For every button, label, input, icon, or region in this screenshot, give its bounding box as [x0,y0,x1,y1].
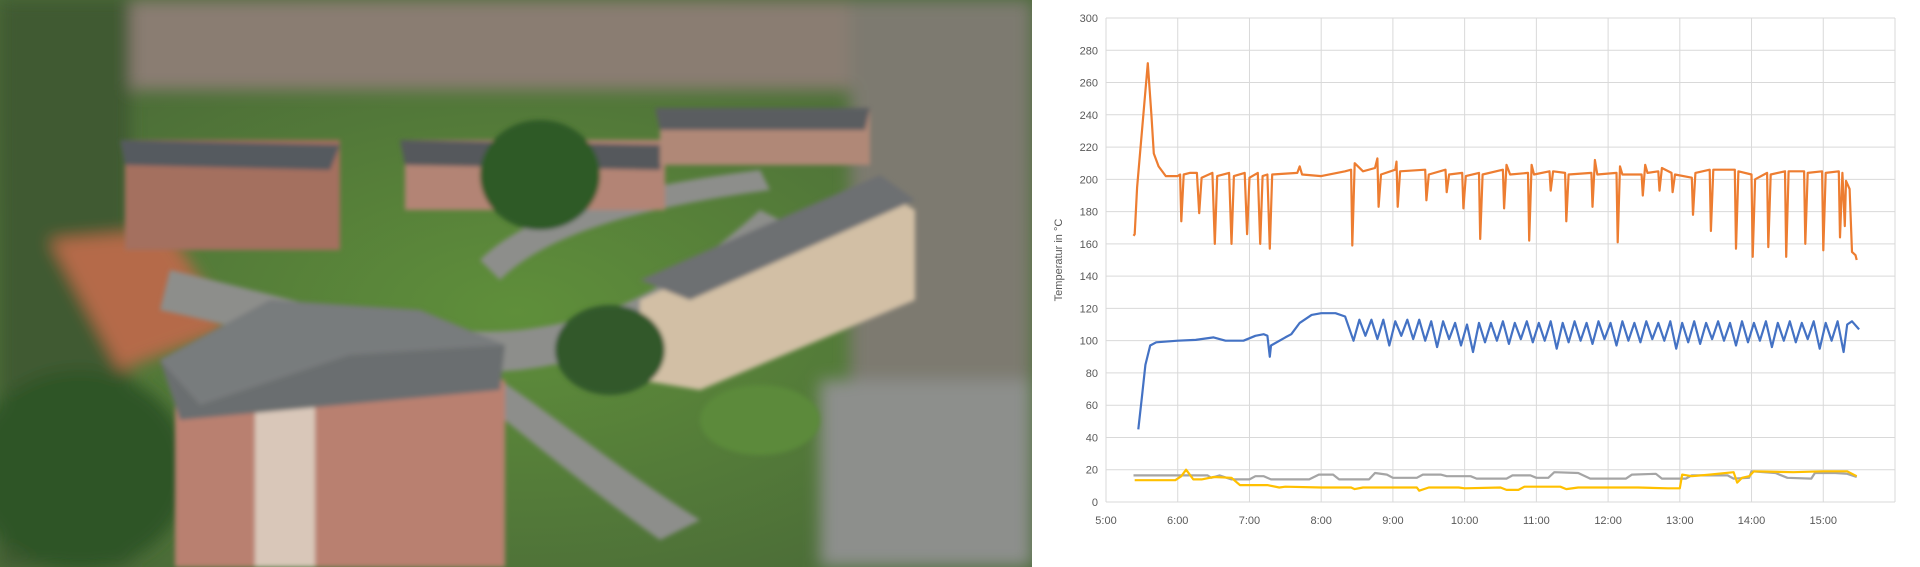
y-tick-label: 80 [1086,368,1098,380]
series-lines [1132,62,1860,492]
y-tick-label: 140 [1080,271,1098,283]
y-axis-label: Temperatur in °C [1053,219,1065,302]
y-tick-label: 120 [1080,303,1098,315]
x-tick-label: 12:00 [1594,515,1622,527]
gridlines [1105,17,1896,503]
series-line-0 [1132,62,1858,261]
x-tick-label: 11:00 [1523,515,1550,527]
y-tick-label: 20 [1086,465,1098,477]
x-tick-label: 6:00 [1167,515,1188,527]
x-tick-label: 7:00 [1239,515,1260,527]
series-line-1 [1137,312,1860,430]
x-tick-label: 15:00 [1810,515,1838,527]
y-tick-label: 280 [1080,45,1098,57]
x-tick-label: 5:00 [1095,515,1116,527]
x-tick-label: 14:00 [1738,515,1766,527]
y-tick-label: 0 [1092,497,1098,509]
x-tick-label: 10:00 [1451,515,1479,527]
y-tick-label: 40 [1086,432,1098,444]
y-tick-label: 100 [1080,336,1098,348]
temperature-chart: 0 20 40 60 80 100 120 140 160 180 200 220 240 260 280 3… [1032,0,1920,567]
y-tick-label: 160 [1080,239,1098,251]
y-tick-label: 60 [1086,400,1098,412]
y-tick-label: 260 [1080,78,1098,90]
x-axis-ticks: 5:00 6:00 7:00 8:00 9:00 10:00 11:00 12:00 13:00… [1095,515,1837,527]
x-tick-label: 8:00 [1310,515,1331,527]
x-tick-label: 9:00 [1382,515,1403,527]
y-axis-ticks: 0 20 40 60 80 100 120 140 160 180 200 220 240 260 280 3… [1080,13,1098,509]
y-tick-label: 200 [1080,174,1098,186]
aerial-photo [0,0,1032,567]
y-tick-label: 240 [1080,110,1098,122]
x-tick-label: 13:00 [1666,515,1694,527]
y-tick-label: 300 [1080,13,1098,25]
y-tick-label: 180 [1080,207,1098,219]
series-line-3 [1134,468,1858,492]
y-tick-label: 220 [1080,142,1098,154]
